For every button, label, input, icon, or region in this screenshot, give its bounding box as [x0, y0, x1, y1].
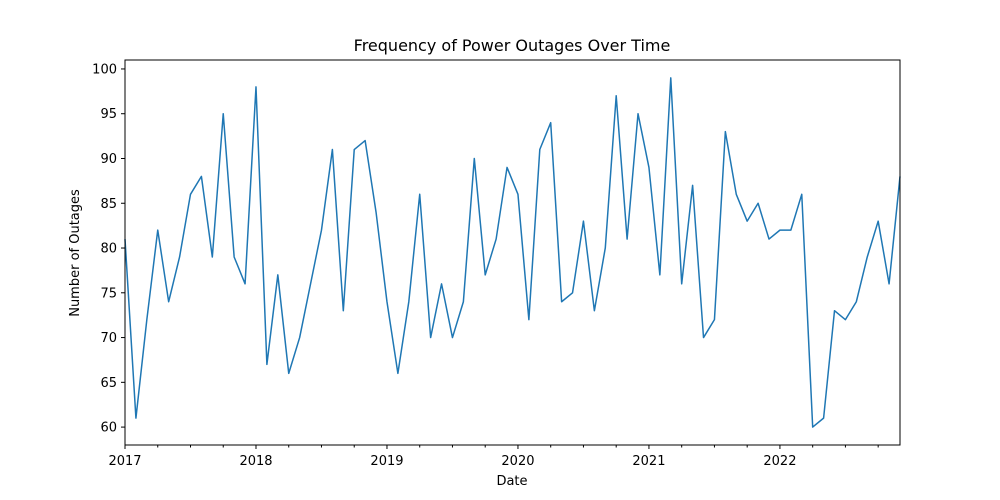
y-tick-label: 75 — [100, 286, 117, 301]
x-tick-label: 2019 — [370, 454, 403, 469]
y-axis-title: Number of Outages — [68, 189, 83, 317]
plot-area: 60 65 70 75 80 85 90 95 100 2017 2018 2019 2020 2021 2… — [92, 59, 901, 469]
plot-frame — [124, 59, 901, 446]
y-tick-label: 100 — [92, 62, 117, 77]
y-tick-label: 85 — [100, 197, 117, 212]
series-line — [124, 77, 901, 428]
y-tick-label: 65 — [100, 376, 117, 391]
y-tick-label: 95 — [100, 107, 117, 122]
x-tick-label: 2022 — [763, 454, 796, 469]
chart-title: Frequency of Power Outages Over Time — [354, 36, 671, 55]
y-tick-label: 80 — [100, 242, 117, 257]
x-tick-label: 2018 — [239, 454, 272, 469]
y-tick-label: 90 — [100, 152, 117, 167]
y-tick-label: 60 — [100, 421, 117, 436]
x-tick-label: 2021 — [632, 454, 665, 469]
x-axis-title: Date — [496, 474, 527, 489]
x-tick-label: 2017 — [108, 454, 141, 469]
x-tick-label: 2020 — [501, 454, 534, 469]
y-tick-label: 70 — [100, 331, 117, 346]
